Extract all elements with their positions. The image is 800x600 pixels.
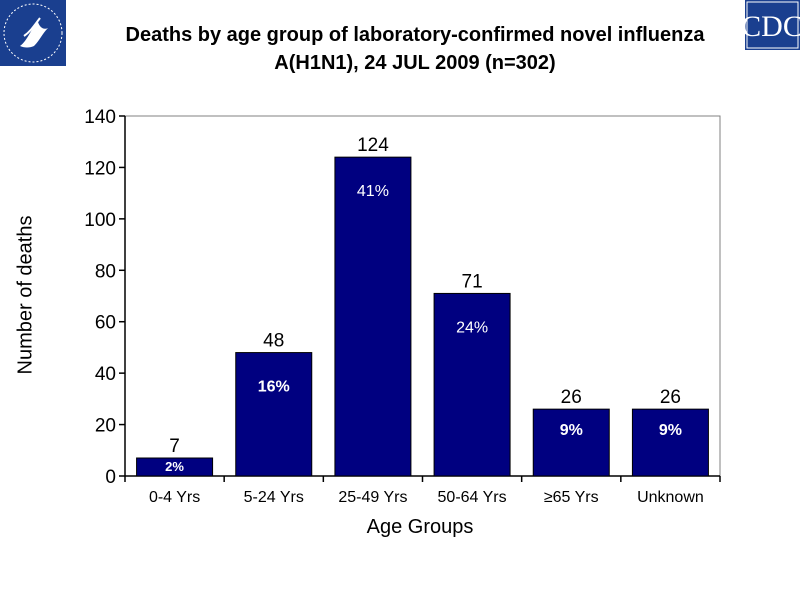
bar-percent-label: 24% (456, 319, 488, 336)
bar (136, 457, 214, 477)
y-tick-label: 100 (84, 210, 116, 231)
bar (532, 408, 610, 477)
bar-value-label: 71 (462, 271, 483, 292)
x-tick-label: Unknown (637, 489, 704, 506)
y-tick-label: 60 (95, 313, 116, 334)
bar-value-label: 48 (263, 331, 284, 352)
x-tick-label: 5-24 Yrs (244, 489, 304, 506)
y-axis-label: Number of deaths (14, 215, 37, 375)
chart-title-line-2: A(H1N1), 24 JUL 2009 (n=302) (274, 52, 556, 74)
bar-percent-label: 2% (165, 459, 184, 474)
hhs-logo (0, 0, 66, 66)
x-axis-label: Age Groups (366, 516, 474, 538)
bar-percent-label: 41% (357, 183, 389, 200)
bar-value-label: 26 (660, 387, 681, 408)
bar (433, 292, 511, 477)
x-tick-label: ≥65 Yrs (544, 489, 599, 506)
x-tick-label: 25-49 Yrs (338, 489, 407, 506)
bar (334, 156, 412, 477)
bar-value-label: 26 (561, 387, 582, 408)
bar (631, 408, 709, 477)
y-tick-label: 80 (95, 261, 116, 282)
cdc-logo-text: CDC (745, 10, 800, 43)
bar-percent-label: 9% (560, 422, 583, 439)
y-tick-label: 0 (105, 467, 116, 488)
x-tick-label: 0-4 Yrs (149, 489, 200, 506)
cdc-logo: CDC (741, 0, 800, 50)
y-tick-label: 20 (95, 416, 116, 437)
bar-value-label: 7 (169, 436, 180, 457)
plot-area (124, 115, 721, 477)
y-tick-label: 120 (84, 158, 116, 179)
x-tick-label: 50-64 Yrs (438, 489, 507, 506)
y-tick-label: 140 (84, 107, 116, 128)
y-tick-label: 40 (95, 364, 116, 385)
bar-value-label: 124 (357, 135, 389, 156)
chart-title-line-1: Deaths by age group of laboratory-confir… (125, 24, 705, 46)
bar-percent-label: 9% (659, 422, 682, 439)
bar (235, 352, 313, 477)
bar-percent-label: 16% (258, 379, 290, 396)
